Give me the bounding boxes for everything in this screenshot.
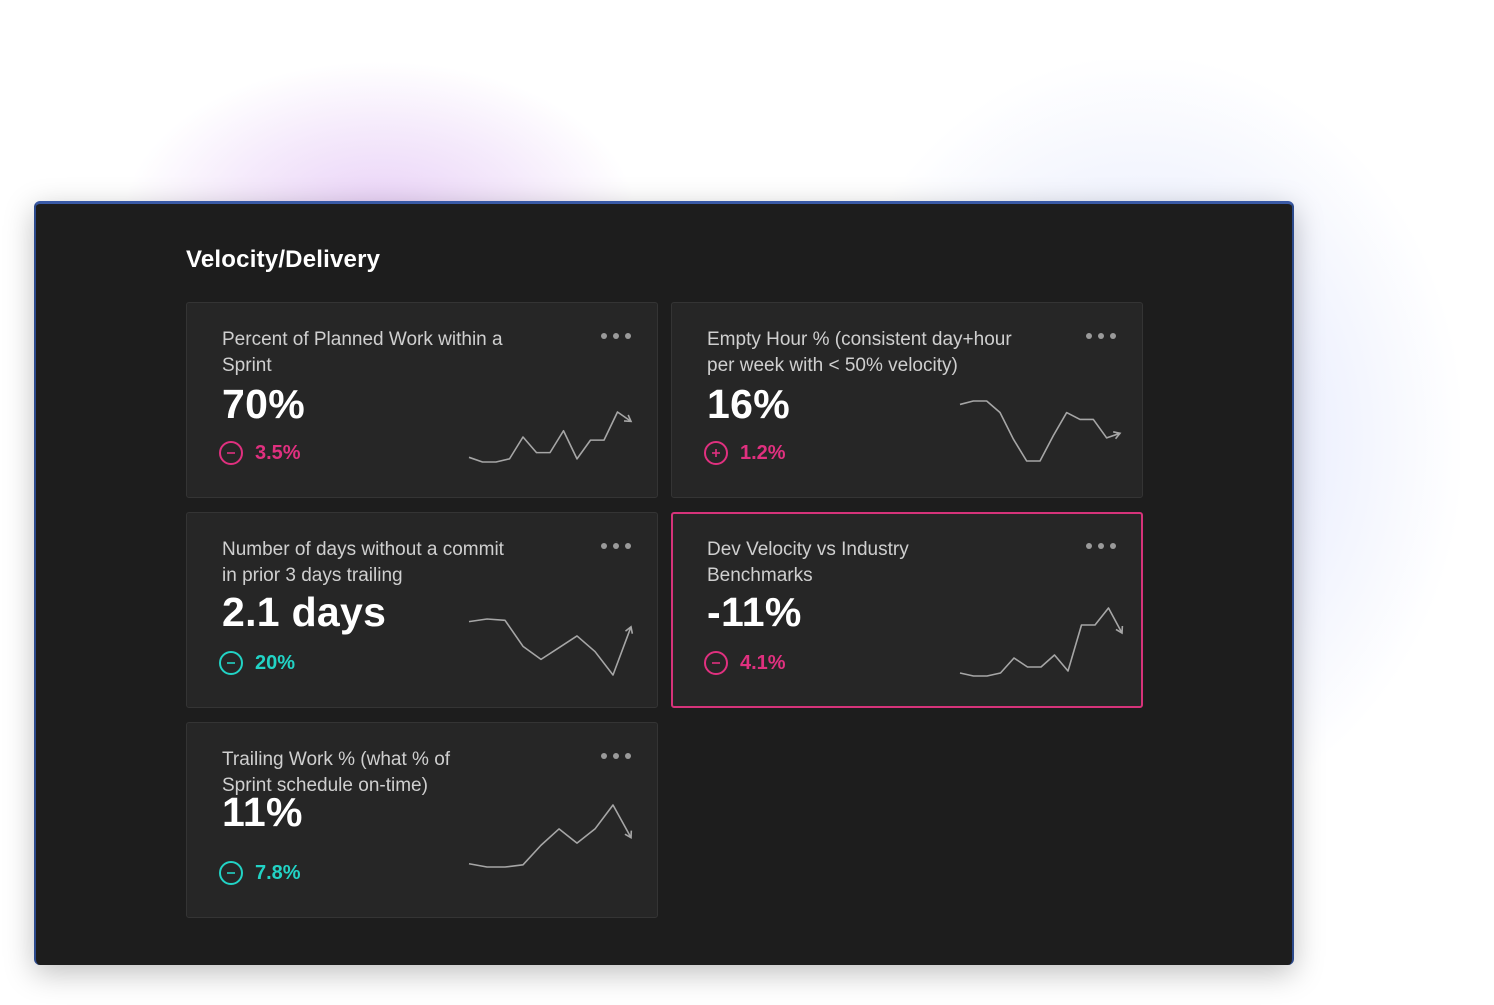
more-options-icon[interactable] <box>601 749 631 763</box>
metric-card-dev-velocity[interactable]: Dev Velocity vs Industry Benchmarks -11%… <box>671 512 1143 708</box>
card-delta-value: 20% <box>255 651 296 674</box>
card-value: 2.1 days <box>222 589 387 635</box>
card-value: 11% <box>222 789 303 835</box>
card-delta-value: 4.1% <box>740 651 786 674</box>
dashboard-window: Velocity/Delivery Percent of Planned Wor… <box>34 201 1294 965</box>
arrow-head-icon <box>1115 625 1124 635</box>
sparkline-chart <box>468 804 633 868</box>
more-options-icon[interactable] <box>601 539 631 553</box>
card-delta: 7.8% <box>219 861 301 885</box>
sparkline-chart <box>959 400 1122 462</box>
card-value: 70% <box>222 381 305 427</box>
card-delta-value: 7.8% <box>255 861 301 884</box>
arrow-head-icon <box>624 830 633 839</box>
card-value: -11% <box>707 589 802 635</box>
sparkline-chart <box>468 411 633 463</box>
metric-card-trailing-work[interactable]: Trailing Work % (what % of Sprint schedu… <box>186 722 658 918</box>
more-options-icon[interactable] <box>601 329 631 343</box>
card-value: 16% <box>707 381 790 427</box>
sparkline-chart <box>959 607 1124 677</box>
minus-circle-icon <box>219 861 243 885</box>
minus-circle-icon <box>219 441 243 465</box>
card-delta: 3.5% <box>219 441 301 465</box>
card-title: Trailing Work % (what % of Sprint schedu… <box>222 749 451 796</box>
section-title: Velocity/Delivery <box>186 246 381 273</box>
arrow-head-icon <box>623 414 633 423</box>
card-delta: 1.2% <box>704 441 786 465</box>
card-title: Percent of Planned Work within a Sprint <box>222 329 503 376</box>
metric-card-planned-work[interactable]: Percent of Planned Work within a Sprint … <box>186 302 658 498</box>
more-options-icon[interactable] <box>1086 329 1116 343</box>
sparkline-path <box>468 804 632 868</box>
card-title: Empty Hour % (consistent day+hour per we… <box>707 329 1012 376</box>
arrow-head-icon <box>1112 431 1122 440</box>
arrow-head-icon <box>624 625 634 634</box>
card-title: Dev Velocity vs Industry Benchmarks <box>707 539 909 586</box>
card-delta-value: 3.5% <box>255 441 301 464</box>
sparkline-path <box>959 607 1123 677</box>
sparkline-chart <box>468 618 634 676</box>
minus-circle-icon <box>704 651 728 675</box>
card-delta: 20% <box>219 651 295 675</box>
metric-card-empty-hour[interactable]: Empty Hour % (consistent day+hour per we… <box>671 302 1143 498</box>
minus-circle-icon <box>219 651 243 675</box>
more-options-icon[interactable] <box>1086 539 1116 553</box>
metric-card-days-without-commit[interactable]: Number of days without a commit in prior… <box>186 512 658 708</box>
sparkline-path <box>468 618 632 676</box>
card-delta: 4.1% <box>704 651 786 675</box>
plus-circle-icon <box>704 441 728 465</box>
sparkline-path <box>468 411 632 463</box>
card-title: Number of days without a commit in prior… <box>222 539 504 586</box>
card-delta-value: 1.2% <box>740 441 786 464</box>
sparkline-path <box>959 400 1121 462</box>
